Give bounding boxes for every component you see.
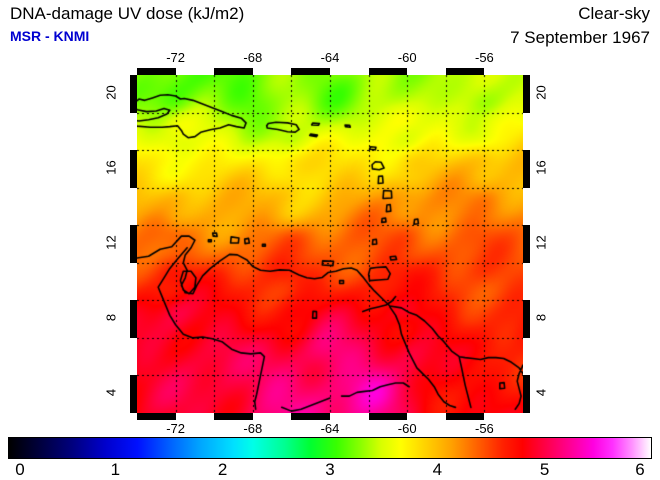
colorbar-tick-label: 0	[15, 460, 25, 479]
axis-label-left: 8	[103, 314, 119, 322]
colorbar-tick-label: 6	[635, 460, 645, 479]
axis-frame-left	[130, 75, 137, 413]
axis-label-right: 4	[533, 389, 549, 397]
subtitle-institution: MSR - KNMI	[10, 28, 90, 44]
axis-tick-segment	[130, 187, 137, 226]
axis-label-bottom: -60	[397, 421, 417, 436]
axis-tick-segment	[252, 68, 292, 75]
axis-label-right: 20	[533, 85, 549, 100]
axis-tick-segment	[523, 337, 530, 376]
colorbar-tick-label: 4	[432, 460, 443, 479]
uv-dose-heatmap	[137, 75, 523, 413]
axis-tick-segment	[130, 112, 137, 151]
axis-label-bottom: -64	[320, 421, 340, 436]
axis-tick-segment	[175, 413, 215, 420]
axis-label-right: 12	[533, 235, 549, 250]
axis-label-top: -68	[243, 50, 263, 65]
axis-label-bottom: -56	[474, 421, 494, 436]
axis-label-left: 12	[103, 235, 119, 250]
axis-tick-segment	[523, 187, 530, 226]
axis-tick-segment	[175, 68, 215, 75]
axis-tick-segment	[523, 262, 530, 301]
axis-tick-segment	[407, 68, 446, 75]
axis-tick-segment	[130, 262, 137, 301]
colorbar	[8, 437, 652, 459]
axis-label-left: 4	[103, 389, 119, 397]
colorbar-tick-label: 5	[539, 460, 550, 479]
axis-label-bottom: -72	[166, 421, 185, 436]
axis-label-top: -60	[397, 50, 417, 65]
axis-tick-segment	[484, 68, 523, 75]
axis-tick-segment	[252, 413, 292, 420]
axis-tick-segment	[130, 337, 137, 376]
header: DNA-damage UV dose (kJ/m2) MSR - KNMI Cl…	[0, 0, 660, 52]
axis-label-top: -72	[166, 50, 185, 65]
axis-label-bottom: -68	[243, 421, 263, 436]
colorbar-tick-label: 1	[110, 460, 121, 479]
axis-tick-segment	[330, 413, 369, 420]
axis-frame-bottom	[137, 413, 523, 420]
axis-label-top: -56	[474, 50, 494, 65]
axis-frame-right	[523, 75, 530, 413]
axis-label-top: -64	[320, 50, 340, 65]
axis-tick-segment	[330, 68, 369, 75]
sky-condition-label: Clear-sky	[578, 4, 650, 23]
axis-tick-segment	[407, 413, 446, 420]
colorbar-tick-label: 2	[217, 460, 228, 479]
page-title: DNA-damage UV dose (kJ/m2)	[10, 4, 245, 23]
axis-label-left: 16	[103, 160, 119, 175]
axis-label-right: 16	[533, 160, 549, 175]
colorbar-gradient	[8, 437, 652, 459]
axis-tick-segment	[523, 112, 530, 151]
map-plot-area	[137, 75, 523, 413]
date-label: 7 September 1967	[510, 28, 650, 47]
axis-label-right: 8	[533, 314, 549, 322]
axis-tick-segment	[484, 413, 523, 420]
axis-frame-top	[137, 68, 523, 75]
axis-label-left: 20	[103, 85, 119, 100]
colorbar-tick-label: 3	[325, 460, 335, 479]
